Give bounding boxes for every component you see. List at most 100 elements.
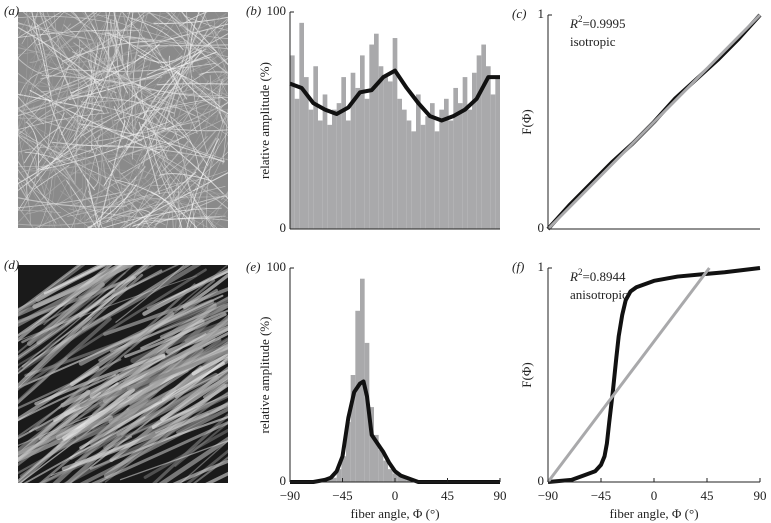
y-tick-label: 0 [538, 220, 545, 235]
x-tick-label: −45 [591, 488, 611, 503]
fiber [18, 413, 79, 463]
fiber [18, 265, 135, 328]
fiber [103, 287, 228, 336]
fiber [41, 80, 111, 168]
fiber [97, 122, 200, 178]
x-tick-label: −90 [538, 488, 558, 503]
histogram-bar [425, 116, 430, 229]
stat-value: =0.9995 [582, 16, 625, 31]
fiber [78, 265, 147, 318]
fiber [140, 130, 217, 228]
histogram-bar [346, 120, 351, 229]
fiber [131, 14, 145, 140]
fiber [18, 197, 127, 208]
fiber [154, 193, 228, 226]
histogram-bar [332, 477, 337, 482]
fiber [156, 100, 167, 144]
fiber [18, 333, 207, 440]
fiber [109, 149, 163, 177]
fiber [33, 13, 39, 61]
y-tick-label: 0 [280, 220, 287, 235]
fiber [71, 135, 100, 228]
fiber [179, 440, 228, 483]
y-tick-label: 0 [538, 473, 545, 488]
fiber [178, 72, 228, 115]
fiber [116, 48, 207, 111]
fiber [89, 317, 228, 446]
fiber [142, 77, 181, 167]
fiber [18, 23, 94, 42]
fiber [24, 12, 29, 90]
histogram-bar [355, 310, 360, 482]
fiber [18, 106, 75, 183]
fiber [74, 327, 228, 410]
fiber [18, 265, 119, 354]
stat-symbol: R [569, 269, 578, 284]
fiber [136, 84, 228, 98]
panel-label: (f) [512, 259, 524, 274]
histogram-bar [332, 109, 337, 229]
fiber [119, 191, 182, 209]
fiber [170, 116, 200, 171]
fiber [131, 108, 162, 160]
fiber [38, 80, 68, 116]
fiber [40, 57, 119, 93]
fiber [168, 55, 188, 100]
fiber [95, 56, 129, 204]
fiber [188, 188, 205, 228]
fiber [18, 210, 61, 214]
fiber [49, 55, 140, 164]
series-line [547, 266, 761, 484]
fiber [18, 39, 98, 146]
histogram-bar [476, 55, 482, 230]
histogram-bar [350, 72, 356, 229]
histogram-bar [416, 94, 421, 230]
fiber [50, 189, 115, 228]
fiber [19, 64, 41, 127]
histogram-bar [308, 109, 314, 229]
x-axis-label: fiber angle, Φ (°) [350, 506, 439, 521]
histogram-bar [369, 407, 374, 482]
fiber [18, 366, 100, 422]
fiber [38, 176, 53, 228]
smoothed-line [289, 68, 500, 123]
series-line [546, 13, 762, 231]
fiber [198, 72, 218, 114]
fiber [18, 178, 91, 228]
fiber [32, 43, 91, 88]
y-axis-label: F(Φ) [519, 362, 534, 387]
fiber [174, 121, 193, 228]
fiber [22, 122, 63, 228]
fiber [161, 140, 189, 172]
fiber [23, 23, 72, 111]
fiber [18, 12, 65, 59]
fiber [72, 152, 140, 228]
fiber [18, 26, 101, 85]
x-tick-label: 90 [754, 488, 767, 503]
fiber [170, 97, 209, 120]
fiber [103, 32, 228, 50]
histogram-bar [299, 22, 304, 229]
histogram-bar [430, 103, 435, 229]
fiber [113, 105, 143, 142]
x-tick-label: 0 [392, 488, 399, 503]
fiber [18, 273, 144, 391]
fiber [61, 402, 228, 472]
fiber [99, 63, 220, 108]
fiber [209, 204, 222, 228]
fiber [18, 42, 94, 76]
fiber [39, 12, 69, 86]
x-tick-label: −45 [332, 488, 352, 503]
fiber [18, 14, 43, 114]
histogram-bar [397, 475, 402, 482]
fiber [183, 173, 215, 228]
histogram-bar [350, 375, 356, 482]
fiber [186, 12, 208, 154]
histogram-bar [369, 44, 374, 229]
fiber [103, 80, 146, 187]
fiber [194, 197, 228, 228]
y-tick-label: 0 [280, 473, 287, 488]
fiber [18, 104, 35, 160]
fiber [126, 195, 228, 201]
